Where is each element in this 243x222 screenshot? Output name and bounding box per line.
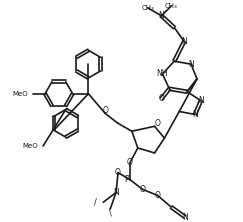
Text: NH: NH bbox=[157, 69, 168, 79]
Text: O: O bbox=[102, 106, 108, 115]
Text: N: N bbox=[192, 110, 198, 119]
Text: O: O bbox=[115, 168, 121, 177]
Text: O: O bbox=[127, 158, 133, 167]
Text: P: P bbox=[125, 175, 129, 184]
Text: MeO: MeO bbox=[23, 143, 38, 149]
Text: O: O bbox=[155, 119, 160, 128]
Text: N: N bbox=[113, 188, 119, 197]
Text: \: \ bbox=[109, 209, 112, 218]
Text: N: N bbox=[182, 213, 188, 222]
Text: MeO: MeO bbox=[13, 91, 28, 97]
Text: /: / bbox=[94, 198, 97, 207]
Text: N: N bbox=[181, 37, 187, 46]
Text: O: O bbox=[158, 94, 165, 103]
Text: O: O bbox=[140, 185, 146, 194]
Text: N: N bbox=[159, 11, 164, 20]
Text: N: N bbox=[198, 96, 204, 105]
Text: N: N bbox=[188, 60, 194, 69]
Text: CH₃: CH₃ bbox=[141, 5, 154, 11]
Text: CH₃: CH₃ bbox=[165, 3, 178, 9]
Text: O: O bbox=[155, 191, 160, 200]
